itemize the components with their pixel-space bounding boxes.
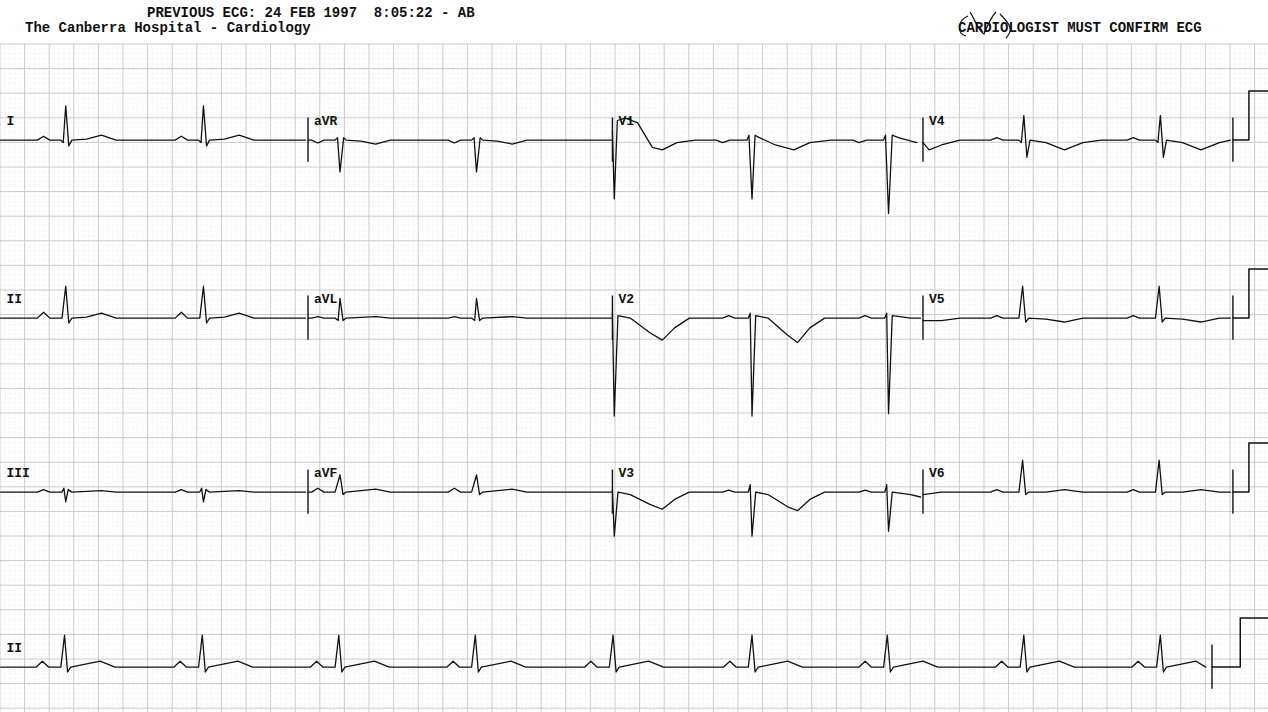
svg-text:II: II	[7, 293, 23, 308]
svg-text:aVF: aVF	[314, 467, 338, 482]
svg-text:V4: V4	[929, 115, 945, 130]
svg-text:V2: V2	[618, 293, 634, 308]
svg-text:V3: V3	[618, 467, 634, 482]
svg-text:V5: V5	[929, 293, 945, 308]
svg-text:II: II	[7, 642, 23, 657]
html-text:PREVIOUS ECG: 24 FEB 1997 8:05: PREVIOUS ECG: 24 FEB 1997 8:05:22 - AB	[147, 5, 475, 21]
svg-text:V6: V6	[929, 467, 945, 482]
svg-text:I: I	[7, 115, 15, 130]
html-text:The Canberra Hospital - Cardio: The Canberra Hospital - Cardiology	[25, 20, 311, 36]
html-text:CARDIOLOGIST MUST CONFIRM ECG: CARDIOLOGIST MUST CONFIRM ECG	[958, 20, 1202, 36]
svg-text:III: III	[7, 467, 30, 482]
svg-text:aVR: aVR	[314, 115, 338, 130]
svg-text:V1: V1	[618, 115, 634, 130]
svg-text:aVL: aVL	[314, 293, 338, 308]
